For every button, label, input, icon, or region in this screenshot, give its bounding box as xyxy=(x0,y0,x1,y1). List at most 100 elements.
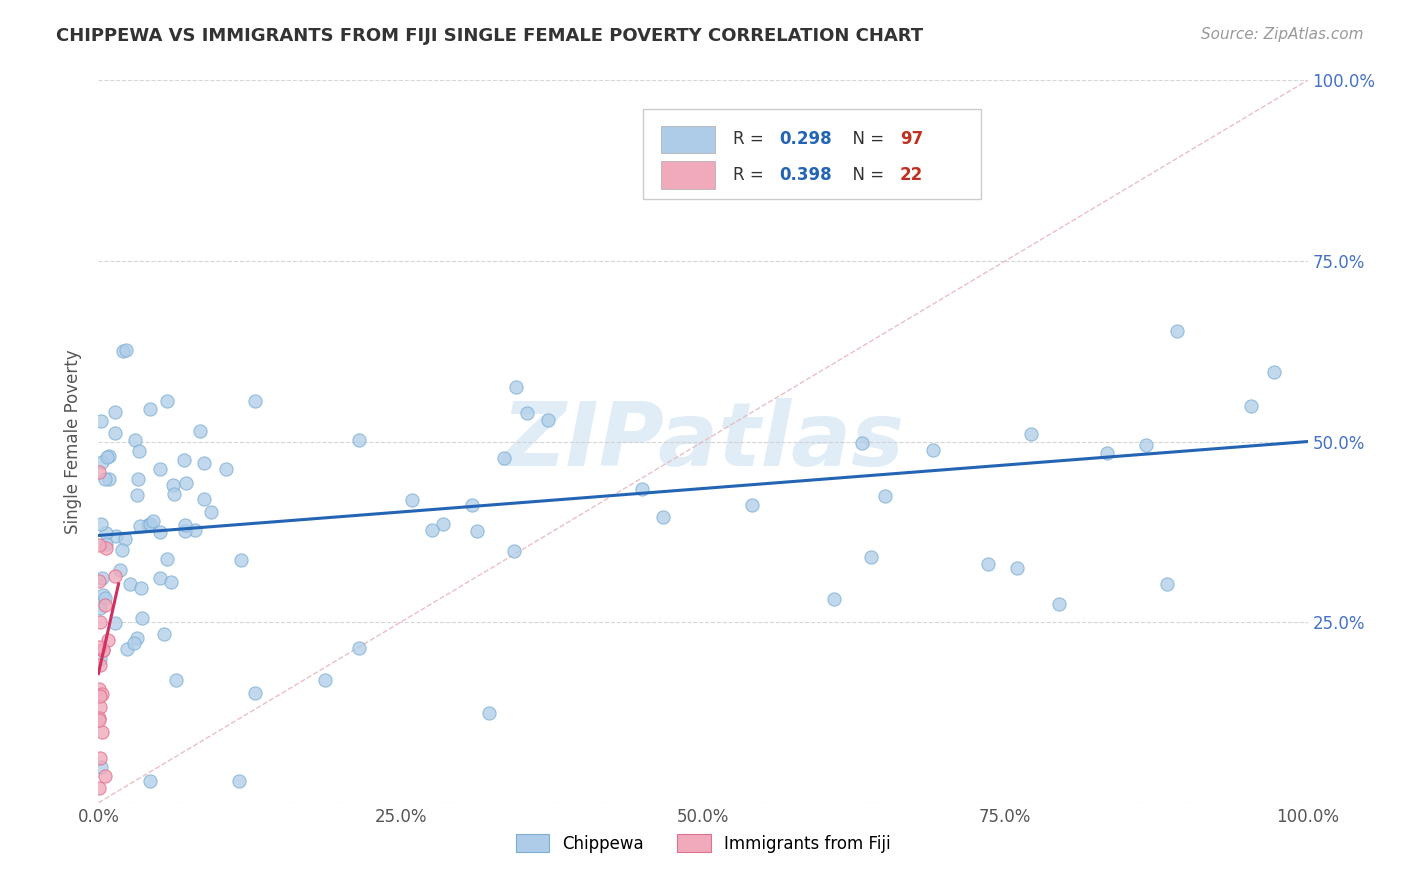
Point xyxy=(505,379,527,393)
Point xyxy=(115,343,138,358)
Point xyxy=(347,434,370,448)
Point xyxy=(94,769,117,783)
Point xyxy=(103,616,125,631)
Point xyxy=(104,425,127,440)
Point xyxy=(94,541,117,555)
FancyBboxPatch shape xyxy=(643,109,981,200)
Point xyxy=(91,643,114,657)
Point xyxy=(149,461,172,475)
Point xyxy=(173,452,195,467)
Point xyxy=(243,393,266,408)
Point xyxy=(243,686,266,700)
Point xyxy=(823,592,845,607)
Point xyxy=(89,690,111,704)
Point xyxy=(125,631,148,645)
Point xyxy=(122,635,145,649)
Point xyxy=(314,673,336,687)
Point xyxy=(153,626,176,640)
Text: 22: 22 xyxy=(900,166,924,184)
Text: N =: N = xyxy=(842,166,890,184)
Point xyxy=(87,781,110,796)
Point xyxy=(90,414,112,428)
Point xyxy=(229,553,252,567)
Text: Source: ZipAtlas.com: Source: ZipAtlas.com xyxy=(1201,27,1364,42)
Point xyxy=(90,454,112,468)
Point xyxy=(87,682,110,697)
Point xyxy=(90,571,112,585)
Point xyxy=(1263,365,1285,379)
Point xyxy=(89,640,111,654)
Point xyxy=(165,673,187,687)
Point xyxy=(228,774,250,789)
Text: R =: R = xyxy=(734,130,769,148)
Point xyxy=(120,576,142,591)
Point xyxy=(138,516,160,531)
Point xyxy=(631,482,654,496)
Point xyxy=(401,493,423,508)
Point xyxy=(104,405,127,419)
Point xyxy=(921,442,943,457)
Point xyxy=(96,450,118,464)
Point xyxy=(87,465,110,479)
Point xyxy=(127,488,149,502)
Point xyxy=(139,774,162,789)
Point xyxy=(156,551,179,566)
Point xyxy=(94,591,117,605)
Point xyxy=(90,725,112,739)
Point xyxy=(184,523,207,537)
Point xyxy=(108,563,131,577)
Point xyxy=(111,543,134,558)
Point xyxy=(89,651,111,665)
Text: ZIPatlas: ZIPatlas xyxy=(502,398,904,485)
Point xyxy=(1156,577,1178,591)
Point xyxy=(461,498,484,512)
Point xyxy=(124,433,146,447)
Point xyxy=(173,524,195,539)
Point xyxy=(91,642,114,657)
Legend: Chippewa, Immigrants from Fiji: Chippewa, Immigrants from Fiji xyxy=(509,828,897,860)
Point xyxy=(89,699,111,714)
Text: CHIPPEWA VS IMMIGRANTS FROM FIJI SINGLE FEMALE POVERTY CORRELATION CHART: CHIPPEWA VS IMMIGRANTS FROM FIJI SINGLE … xyxy=(56,27,924,45)
Point xyxy=(174,518,197,533)
Point xyxy=(200,505,222,519)
Point xyxy=(516,406,538,420)
Point xyxy=(115,642,138,657)
Point xyxy=(503,544,526,558)
Text: 0.298: 0.298 xyxy=(779,130,832,148)
Y-axis label: Single Female Poverty: Single Female Poverty xyxy=(65,350,83,533)
Point xyxy=(149,571,172,585)
Point xyxy=(851,436,873,450)
Point xyxy=(162,487,184,501)
Text: N =: N = xyxy=(842,130,890,148)
Point xyxy=(94,525,117,540)
Point xyxy=(129,581,152,595)
Point xyxy=(875,489,897,503)
Point xyxy=(193,456,215,470)
Point xyxy=(1019,427,1042,442)
Point xyxy=(465,524,488,538)
Point xyxy=(128,443,150,458)
Point xyxy=(96,536,118,550)
Point xyxy=(91,588,114,602)
Text: 97: 97 xyxy=(900,130,924,148)
Point xyxy=(977,557,1000,571)
Point xyxy=(90,687,112,701)
Point xyxy=(1047,597,1070,611)
Point xyxy=(1095,446,1118,460)
Point xyxy=(93,471,115,485)
Point xyxy=(90,517,112,532)
Point xyxy=(918,143,941,157)
Point xyxy=(136,517,159,532)
Point xyxy=(142,514,165,528)
Point xyxy=(859,549,882,564)
Point xyxy=(114,532,136,546)
Point xyxy=(215,461,238,475)
Point xyxy=(104,569,127,583)
Point xyxy=(94,598,117,612)
Point xyxy=(193,492,215,507)
Point xyxy=(89,751,111,765)
Point xyxy=(127,473,149,487)
Point xyxy=(492,451,515,466)
Point xyxy=(478,706,501,720)
Point xyxy=(139,402,162,417)
